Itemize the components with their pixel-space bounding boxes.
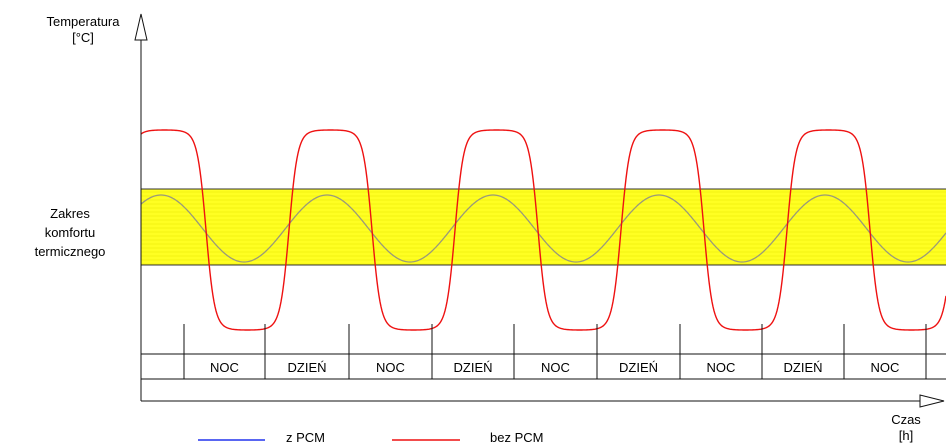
y-axis — [134, 13, 148, 401]
y-axis-title: Temperatura [°C] — [28, 14, 138, 46]
comfort-zone-band — [141, 188, 946, 266]
x-axis-title: Czas [h] — [868, 412, 944, 444]
y-axis-arrow-icon — [134, 13, 148, 41]
comfort-zone-label-line1: Zakres — [50, 206, 90, 221]
no-pcm-temperature-curve — [140, 129, 946, 331]
legend-nopcm-label: bez PCM — [490, 430, 544, 445]
period-table: NOC DZIEŃ NOC DZIEŃ NOC DZIEŃ NOC DZIEŃ NOC — [141, 324, 946, 380]
period-label-night: NOC — [871, 360, 900, 375]
comfort-zone-fill — [141, 189, 946, 265]
comfort-zone-label-line2: komfortu — [44, 225, 96, 240]
legend-pcm-label: z PCM — [286, 430, 325, 445]
comfort-zone-label-line3: termicznego — [34, 244, 106, 259]
x-axis-arrow-icon — [919, 394, 945, 408]
period-label-day: DZIEŃ — [619, 360, 658, 375]
y-axis-title-line1: Temperatura — [46, 14, 120, 29]
x-axis — [141, 394, 945, 408]
comfort-zone-label: Zakres komfortu termicznego — [0, 204, 140, 261]
x-axis-title-line2: [h] — [898, 428, 914, 443]
period-label-day: DZIEŃ — [288, 360, 327, 375]
period-label-night: NOC — [707, 360, 736, 375]
period-label-night: NOC — [210, 360, 239, 375]
period-label-night: NOC — [376, 360, 405, 375]
period-labels: NOC DZIEŃ NOC DZIEŃ NOC DZIEŃ NOC DZIEŃ NOC — [210, 360, 899, 375]
pcm-temperature-curve — [140, 194, 946, 263]
period-dividers — [183, 324, 927, 379]
period-label-night: NOC — [541, 360, 570, 375]
period-label-day: DZIEŃ — [454, 360, 493, 375]
y-axis-title-line2: [°C] — [72, 30, 94, 45]
x-axis-title-line1: Czas — [891, 412, 921, 427]
period-label-day: DZIEŃ — [784, 360, 823, 375]
